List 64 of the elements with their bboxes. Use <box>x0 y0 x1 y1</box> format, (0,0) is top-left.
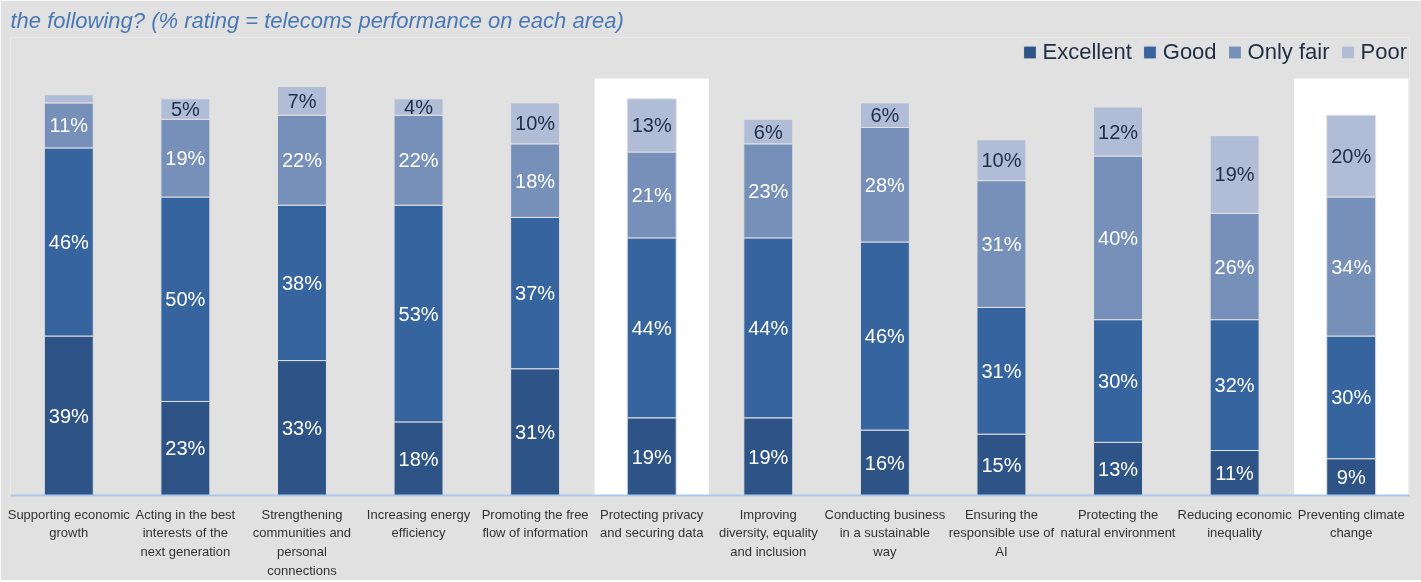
data-label: 4% <box>404 96 434 119</box>
data-label: 19% <box>748 445 789 468</box>
data-label: 15% <box>981 453 1022 476</box>
x-tick-label: Protecting the natural environment <box>1060 506 1176 541</box>
data-label: 44% <box>748 316 789 339</box>
data-label: 31% <box>515 421 556 444</box>
data-label: 19% <box>165 147 206 170</box>
legend-label: Only fair <box>1247 39 1330 65</box>
data-label: 23% <box>748 179 789 202</box>
data-label: 6% <box>753 120 783 143</box>
x-tick-label: Preventing climate change <box>1297 506 1405 541</box>
data-label: 13% <box>1098 457 1139 480</box>
data-label: 6% <box>870 104 900 127</box>
legend-label: Poor <box>1360 39 1407 65</box>
data-label: 20% <box>1331 145 1372 168</box>
data-label: 16% <box>864 451 906 474</box>
data-label: 37% <box>515 282 556 305</box>
x-tick-label: Improving diversity, equality and inclusion <box>718 506 819 559</box>
data-label: 46% <box>48 230 90 253</box>
data-label: 31% <box>981 359 1022 382</box>
data-label: 40% <box>1098 226 1139 249</box>
data-label: 21% <box>631 183 672 206</box>
data-label: 12% <box>1098 120 1139 143</box>
data-label: 5% <box>170 98 201 121</box>
x-tick-label: Increasing energy efficiency <box>366 506 471 541</box>
x-tick-label: Supporting economic growth <box>7 506 131 541</box>
data-label: 13% <box>631 114 672 137</box>
data-label: 28% <box>864 173 906 196</box>
data-label: 30% <box>1098 370 1139 392</box>
data-label: 9% <box>1336 466 1366 489</box>
data-label: 7% <box>287 89 317 112</box>
data-label: 50% <box>165 288 206 311</box>
x-tick-label: Ensuring the responsible use of AI <box>948 506 1055 559</box>
x-tick-label: Promoting the free flow of information <box>481 506 589 541</box>
data-label: 31% <box>981 233 1022 256</box>
data-label: 32% <box>1214 374 1255 397</box>
data-label: 10% <box>981 149 1022 172</box>
data-label: 38% <box>281 271 323 294</box>
data-label: 18% <box>398 447 439 470</box>
x-tick-label: Reducing economic inequality <box>1177 506 1293 541</box>
data-label: 30% <box>1331 386 1372 409</box>
data-label: 44% <box>631 316 672 339</box>
data-label: 22% <box>281 149 323 172</box>
data-label: 19% <box>631 445 672 468</box>
x-tick-label: Conducting business in a sustainable way <box>824 506 946 559</box>
data-label: 11% <box>49 114 89 137</box>
chart-title: the following? (% rating = telecoms performance on each area) <box>10 7 624 33</box>
data-label: 10% <box>515 112 556 135</box>
legend-label: Good <box>1162 39 1217 65</box>
data-label: 39% <box>48 404 90 427</box>
data-label: 23% <box>165 437 206 460</box>
data-label: 53% <box>398 302 439 325</box>
data-label: 34% <box>1331 255 1372 278</box>
data-label: 11% <box>1215 462 1255 485</box>
data-label: 33% <box>281 417 323 440</box>
data-label: 46% <box>864 325 906 348</box>
data-label: 19% <box>1214 163 1255 186</box>
data-label: 26% <box>1214 255 1255 278</box>
data-label: 22% <box>398 149 439 172</box>
legend-label: Excellent <box>1042 39 1132 65</box>
x-tick-label: Strengthening communities and personal connections <box>252 506 352 578</box>
x-tick-label: Protecting privacy and securing data <box>600 506 705 541</box>
x-tick-label: Acting in the best interests of the next generation <box>135 506 236 559</box>
data-label: 18% <box>515 169 556 192</box>
